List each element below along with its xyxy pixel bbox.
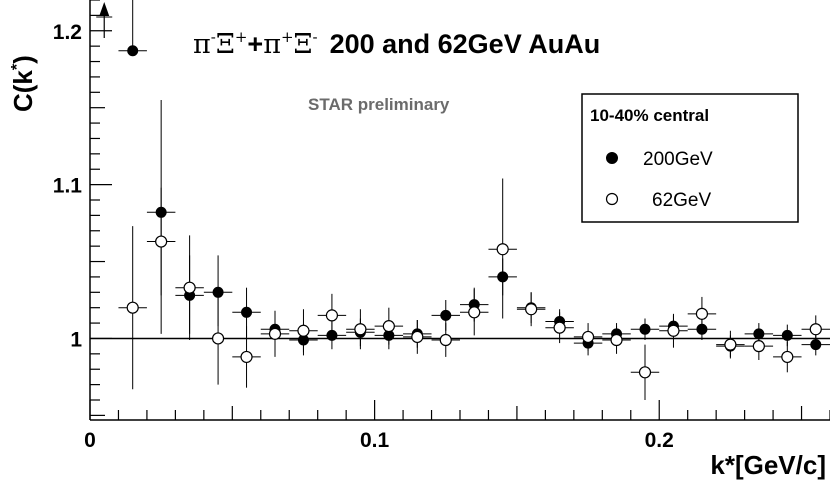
data-point-open — [411, 330, 424, 344]
legend-marker-filled — [606, 152, 618, 164]
data-point-open — [724, 338, 737, 351]
data-point-open — [752, 340, 765, 353]
chart-title: π-Ξ++π+Ξ- 200 and 62GeV AuAu — [193, 28, 600, 60]
data-point-open — [667, 324, 680, 337]
data-point-open — [496, 243, 509, 256]
data-point-open — [325, 309, 339, 322]
data-point-open — [525, 303, 538, 316]
legend-header: 10-40% central — [590, 106, 709, 125]
title-minus-1: - — [211, 28, 216, 46]
title-pi-2: π — [263, 29, 281, 60]
title-minus-2: - — [313, 28, 318, 46]
x-tick-label: 0.2 — [645, 429, 674, 452]
data-point-open — [240, 350, 253, 364]
data-point-open — [468, 306, 481, 319]
series-62gev — [118, 178, 830, 400]
title-rest: 200 and 62GeV AuAu — [330, 29, 601, 59]
tick-marks — [89, 0, 830, 420]
title-plus-2: + — [281, 28, 294, 46]
title-xi-2: Ξ — [294, 29, 313, 60]
data-point-open — [354, 323, 367, 336]
title-xi-1: Ξ — [216, 29, 235, 60]
data-point-open — [155, 235, 168, 248]
y-tick-label: 1 — [70, 328, 82, 351]
data-point-open — [297, 324, 310, 337]
y-axis-title: C(k*) — [8, 55, 38, 112]
data-series — [118, 0, 830, 400]
data-point-filled — [440, 309, 452, 321]
data-point-open — [695, 307, 709, 320]
data-point-filled — [781, 329, 793, 341]
tick-labels: 0 0.1 0.2 1 1.1 1.2 — [53, 21, 674, 452]
y-axis-title-star: * — [9, 63, 26, 70]
data-point-open — [553, 321, 566, 334]
data-point-open — [439, 333, 452, 347]
data-point-open — [610, 333, 623, 347]
y-axis-title-main: C(k — [8, 70, 38, 112]
data-point-filled — [241, 306, 253, 318]
data-point-open — [268, 327, 282, 340]
legend: 10-40% central 200GeV 62GeV — [581, 93, 799, 223]
legend-label-200gev: 200GeV — [643, 149, 713, 170]
x-axis-title: k*[GeV/c] — [710, 450, 826, 480]
title-plus-1: + — [235, 28, 248, 46]
legend-label-62gev: 62GeV — [652, 190, 711, 211]
x-tick-label: 0.1 — [360, 429, 390, 452]
legend-marker-open — [605, 192, 619, 206]
data-point-open — [211, 332, 225, 345]
y-tick-label: 1.1 — [53, 175, 83, 198]
x-tick-label: 0 — [84, 429, 96, 452]
data-point-open — [581, 330, 595, 344]
data-point-filled — [127, 45, 139, 57]
data-point-open — [809, 323, 822, 336]
offscale-arrow — [96, 2, 113, 38]
data-point-open — [781, 350, 794, 364]
y-tick-label: 1.2 — [53, 21, 82, 44]
data-point-open — [183, 281, 196, 294]
star-preliminary-label: STAR preliminary — [308, 95, 450, 114]
data-point-open — [638, 366, 652, 379]
y-axis-title-close: ) — [8, 55, 38, 64]
title-pi-1: π — [193, 29, 211, 60]
title-plus-sign: + — [247, 29, 263, 59]
arrow-head — [99, 2, 110, 16]
data-point-open — [382, 320, 395, 333]
data-point-open — [126, 301, 139, 314]
data-point-filled — [639, 323, 651, 335]
